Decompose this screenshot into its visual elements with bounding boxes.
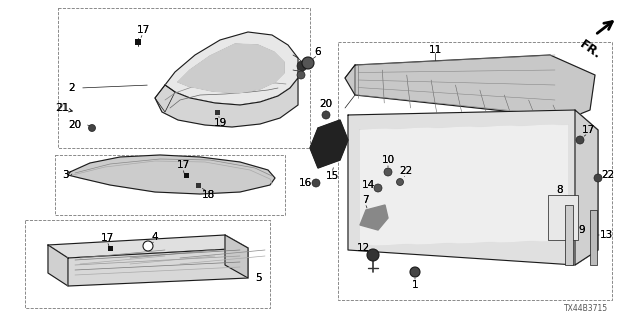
Bar <box>55 155 285 215</box>
Bar <box>25 220 270 308</box>
Text: 20: 20 <box>319 99 333 109</box>
Text: 3: 3 <box>61 170 68 180</box>
Text: 22: 22 <box>602 170 614 180</box>
Bar <box>338 42 612 300</box>
Circle shape <box>397 179 403 186</box>
Polygon shape <box>48 235 248 258</box>
Text: 22: 22 <box>399 166 413 176</box>
Text: 19: 19 <box>213 118 227 128</box>
Text: 22: 22 <box>602 170 614 180</box>
Text: 16: 16 <box>298 178 312 188</box>
Polygon shape <box>310 120 348 168</box>
Bar <box>135 39 141 45</box>
Circle shape <box>410 267 420 277</box>
Bar <box>108 245 113 251</box>
Polygon shape <box>225 235 248 278</box>
Polygon shape <box>48 245 68 286</box>
Text: 9: 9 <box>579 225 586 235</box>
Circle shape <box>384 168 392 176</box>
Circle shape <box>297 71 305 79</box>
Circle shape <box>302 57 314 69</box>
Polygon shape <box>360 205 388 230</box>
Text: 10: 10 <box>381 155 395 165</box>
Text: 15: 15 <box>325 171 339 181</box>
Bar <box>195 182 200 188</box>
Circle shape <box>88 124 95 132</box>
Bar <box>214 109 220 115</box>
Text: 12: 12 <box>356 243 370 253</box>
Polygon shape <box>68 155 275 194</box>
Circle shape <box>374 184 382 192</box>
Text: 15: 15 <box>325 171 339 181</box>
Polygon shape <box>178 44 284 93</box>
Text: 2: 2 <box>68 83 76 93</box>
Text: 17: 17 <box>177 160 189 170</box>
Bar <box>58 8 310 148</box>
Circle shape <box>367 249 379 261</box>
Text: 8: 8 <box>557 185 563 195</box>
Text: TX44B3715: TX44B3715 <box>564 304 608 313</box>
Text: 22: 22 <box>399 166 413 176</box>
Text: 20: 20 <box>68 120 81 130</box>
Text: 17: 17 <box>581 125 595 135</box>
Circle shape <box>143 241 153 251</box>
Text: 21: 21 <box>56 103 70 113</box>
Text: 1: 1 <box>412 280 419 290</box>
Text: 17: 17 <box>136 25 150 35</box>
Text: 5: 5 <box>255 273 261 283</box>
Bar <box>590 210 597 265</box>
Text: 17: 17 <box>581 125 595 135</box>
Text: 14: 14 <box>362 180 374 190</box>
Text: 12: 12 <box>356 243 370 253</box>
Polygon shape <box>348 110 598 265</box>
Circle shape <box>312 179 320 187</box>
Text: 2: 2 <box>68 83 76 93</box>
Text: 16: 16 <box>298 178 312 188</box>
Circle shape <box>594 174 602 182</box>
Text: 17: 17 <box>100 233 114 243</box>
Text: 18: 18 <box>202 190 214 200</box>
Polygon shape <box>155 78 298 127</box>
Polygon shape <box>68 248 248 286</box>
Polygon shape <box>345 55 595 118</box>
Text: 20: 20 <box>68 120 81 130</box>
Bar <box>184 172 189 178</box>
Text: 13: 13 <box>600 230 612 240</box>
Circle shape <box>322 111 330 119</box>
Text: 8: 8 <box>557 185 563 195</box>
Circle shape <box>297 61 307 71</box>
Text: 9: 9 <box>579 225 586 235</box>
Text: 6: 6 <box>315 47 321 57</box>
Bar <box>565 205 573 265</box>
Text: 11: 11 <box>428 45 442 55</box>
Text: FR.: FR. <box>577 38 603 62</box>
Text: 7: 7 <box>362 195 368 205</box>
Text: 17: 17 <box>136 25 150 35</box>
Text: 4: 4 <box>152 232 158 242</box>
Polygon shape <box>165 32 298 105</box>
Text: 20: 20 <box>319 99 333 109</box>
Text: 21: 21 <box>56 103 68 113</box>
Text: 1: 1 <box>412 280 419 290</box>
Text: 5: 5 <box>255 273 261 283</box>
Circle shape <box>576 136 584 144</box>
Text: 4: 4 <box>152 232 158 242</box>
Text: 14: 14 <box>362 180 374 190</box>
Text: 10: 10 <box>381 155 395 165</box>
Text: 13: 13 <box>600 230 612 240</box>
Text: 3: 3 <box>61 170 68 180</box>
Text: 17: 17 <box>100 233 114 243</box>
Text: 19: 19 <box>213 118 227 128</box>
Text: 17: 17 <box>177 160 189 170</box>
Text: 7: 7 <box>362 195 368 205</box>
Text: 6: 6 <box>315 47 321 57</box>
Text: 18: 18 <box>202 190 214 200</box>
Bar <box>548 195 578 240</box>
Polygon shape <box>575 110 598 265</box>
Polygon shape <box>360 125 568 245</box>
Text: 11: 11 <box>428 45 442 55</box>
